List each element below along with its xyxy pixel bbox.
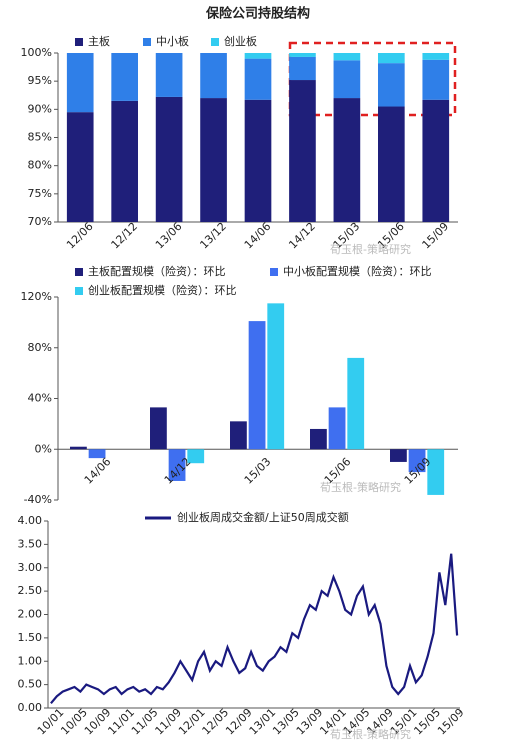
y-tick-label: 3.00 [18,561,43,574]
bar-segment [289,80,316,222]
x-tick-label: 14/12 [286,220,318,252]
x-tick-label: 14/06 [242,220,274,252]
y-tick-label: 120% [21,290,52,303]
bar-segment [333,60,361,99]
bar-segment [422,59,450,100]
bar [347,357,365,450]
plot [66,53,450,222]
bar-segment [155,53,183,97]
watermark: 荀玉根-策略研究 [330,727,411,741]
x-tick-label: 15/09 [435,706,467,738]
bar [328,407,346,450]
bar [310,428,327,450]
x-tick-label: 12/06 [64,220,96,252]
y-tick-label: 0.50 [18,678,43,691]
y-tick-label: 80% [28,159,52,172]
legend-swatch [270,268,278,276]
y-tick-label: 85% [28,131,52,144]
bar-segment [378,106,405,222]
legend-swatch [75,287,83,295]
x-tick-label: 15/03 [242,455,274,487]
y-tick-label: 3.50 [18,537,43,550]
y-tick-label: 40% [28,392,52,405]
plot [50,553,459,705]
bar [70,446,87,450]
y-tick-label: 2.50 [18,584,43,597]
x-tick-label: 15/09 [420,220,452,252]
bar [150,407,167,450]
bar [88,449,106,459]
legend-swatch [75,268,83,276]
bar [187,449,205,464]
bar [267,303,285,450]
x-tick-label: 13/06 [153,220,185,252]
legend-swatch [75,38,83,46]
y-tick-label: 95% [28,74,52,87]
bar-segment [200,53,227,99]
legend-swatch [143,38,151,46]
y-tick-label: 1.00 [18,654,43,667]
legend-label: 创业板配置规模（险资）：环比 [88,283,237,297]
legend-swatch [211,38,219,46]
legend-label: 创业板周成交金额/上证50周成交额 [177,510,349,524]
y-tick-label: 0.00 [18,701,43,714]
bar-segment [244,53,272,59]
bar-segment [244,99,272,222]
y-tick-label: 4.00 [18,514,43,527]
legend-label: 主板配置规模（险资）：环比 [88,264,226,278]
bar-segment [333,98,361,222]
x-tick-label: 14/06 [82,455,114,487]
watermark: 荀玉根-策略研究 [330,242,411,256]
bar-segment [66,53,94,113]
line-series [50,553,459,705]
bar [408,449,426,473]
y-tick-label: 100% [21,46,52,59]
x-tick-label: 12/12 [109,220,141,252]
bar-segment [422,99,450,222]
y-tick-label: 90% [28,102,52,115]
bar-segment [289,53,316,57]
chart-title: 保险公司持股结构 [205,6,310,22]
legend-label: 主板 [88,34,110,48]
bar [427,449,445,495]
y-tick-label: -40% [24,493,52,506]
y-tick-label: 80% [28,341,52,354]
legend-label: 中小板 [156,34,189,48]
bar-segment [244,58,272,100]
watermark: 荀玉根-策略研究 [320,480,401,494]
legend-label: 创业板 [224,34,257,48]
plot [70,303,445,495]
bar-segment [378,63,405,107]
bar-segment [111,100,138,222]
bar [168,449,186,481]
bar-segment [155,96,183,222]
y-tick-label: 1.50 [18,631,43,644]
y-tick-label: 0% [35,442,52,455]
bar [248,321,266,450]
y-tick-label: 2.00 [18,608,43,621]
bar-segment [289,56,316,81]
bar-segment [422,53,450,60]
bar-segment [200,98,227,222]
bar-segment [333,53,361,61]
bar-segment [66,112,94,222]
bar [390,449,407,462]
y-tick-label: 70% [28,215,52,228]
bar-segment [378,53,405,64]
legend-label: 中小板配置规模（险资）：环比 [283,264,432,278]
x-tick-label: 13/12 [197,220,229,252]
bar [230,421,247,450]
bar-segment [111,53,138,101]
y-tick-label: 75% [28,187,52,200]
